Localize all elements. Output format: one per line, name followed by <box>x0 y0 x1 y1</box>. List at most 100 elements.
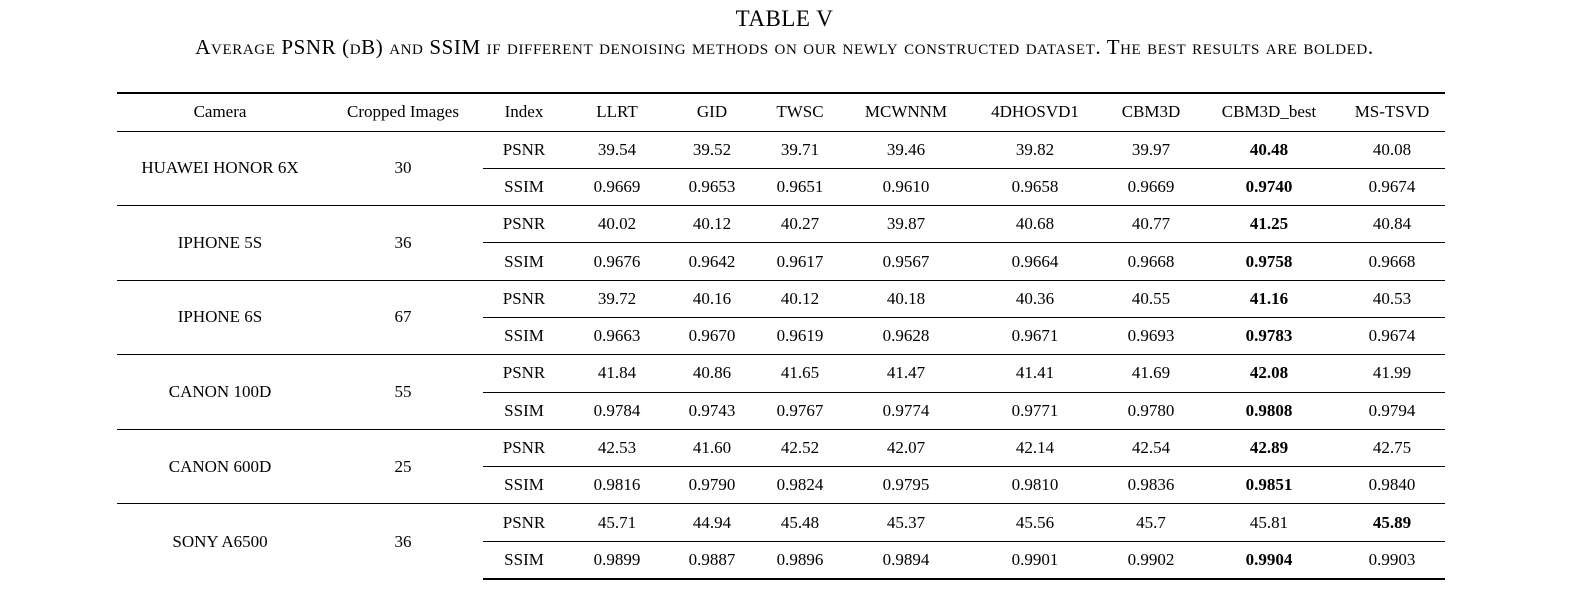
table-row: IPHONE 6S 67 PSNR 39.72 40.16 40.12 40.18 40.36… <box>117 279 1445 355</box>
value-cell: 0.9824 <box>755 466 845 504</box>
header-cropped-images: Cropped Images <box>323 92 483 132</box>
value-cell: 0.9664 <box>967 242 1103 281</box>
value-cell: 41.69 <box>1103 354 1199 393</box>
cropped-images-cell: 36 <box>323 205 483 281</box>
value-cell: 40.68 <box>967 205 1103 243</box>
value-cell: 40.12 <box>669 205 755 243</box>
value-cell: 0.9669 <box>565 167 669 206</box>
value-cell: 42.53 <box>565 428 669 467</box>
value-cell: 0.9894 <box>845 540 967 580</box>
value-cell: 42.54 <box>1103 428 1199 467</box>
value-cell: 45.56 <box>967 503 1103 542</box>
value-cell: 0.9619 <box>755 316 845 355</box>
header-index: Index <box>483 92 565 132</box>
value-cell: 39.72 <box>565 279 669 318</box>
results-table: Camera Cropped Images Index LLRT GID TWS… <box>117 92 1445 580</box>
value-cell: 39.71 <box>755 130 845 169</box>
value-cell: 0.9901 <box>967 540 1103 580</box>
cropped-images-cell: 30 <box>323 130 483 206</box>
table-row: SSIM 0.9676 0.9642 0.9617 0.9567 0.9664 0.9668… <box>117 242 1445 281</box>
value-cell: 0.9617 <box>755 242 845 281</box>
value-cell: 0.9816 <box>565 466 669 504</box>
table-row: SSIM 0.9663 0.9670 0.9619 0.9628 0.9671 0.9693… <box>117 316 1445 355</box>
value-cell: 0.9840 <box>1339 466 1445 504</box>
value-cell: 39.82 <box>967 130 1103 169</box>
table-row: SONY A6500 36 PSNR 45.71 44.94 45.48 45.37 45.5… <box>117 503 1445 579</box>
header-4dhosvd1: 4DHOSVD1 <box>967 92 1103 132</box>
value-cell: 0.9658 <box>967 167 1103 206</box>
index-cell: PSNR <box>483 503 565 542</box>
value-cell: 0.9663 <box>565 316 669 355</box>
value-cell: 0.9693 <box>1103 316 1199 355</box>
value-cell: 42.75 <box>1339 428 1445 467</box>
value-cell: 0.9808 <box>1199 391 1339 430</box>
value-cell: 42.89 <box>1199 428 1339 467</box>
value-cell: 0.9628 <box>845 316 967 355</box>
camera-cell: HUAWEI HONOR 6X <box>117 130 323 206</box>
value-cell: 40.86 <box>669 354 755 393</box>
cropped-images-cell: 36 <box>323 503 483 579</box>
header-twsc: TWSC <box>755 92 845 132</box>
value-cell: 0.9740 <box>1199 167 1339 206</box>
table-row: SSIM 0.9784 0.9743 0.9767 0.9774 0.9771 0.9780… <box>117 391 1445 430</box>
camera-cell: IPHONE 6S <box>117 279 323 355</box>
value-cell: 41.65 <box>755 354 845 393</box>
value-cell: 0.9795 <box>845 466 967 504</box>
cropped-images-cell: 55 <box>323 354 483 430</box>
value-cell: 41.25 <box>1199 205 1339 243</box>
index-cell: SSIM <box>483 316 565 355</box>
value-cell: 45.37 <box>845 503 967 542</box>
value-cell: 41.60 <box>669 428 755 467</box>
table-label: TABLE V <box>735 6 834 31</box>
value-cell: 40.77 <box>1103 205 1199 243</box>
table-row: SSIM 0.9816 0.9790 0.9824 0.9795 0.9810 0.9836… <box>117 466 1445 504</box>
value-cell: 0.9668 <box>1103 242 1199 281</box>
header-ms-tsvd: MS-TSVD <box>1339 92 1445 132</box>
value-cell: 0.9674 <box>1339 167 1445 206</box>
value-cell: 40.12 <box>755 279 845 318</box>
header-gid: GID <box>669 92 755 132</box>
index-cell: PSNR <box>483 279 565 318</box>
index-cell: PSNR <box>483 354 565 393</box>
value-cell: 0.9904 <box>1199 540 1339 580</box>
value-cell: 44.94 <box>669 503 755 542</box>
table-row: CANON 600D 25 PSNR 42.53 41.60 42.52 42.07 42.1… <box>117 428 1445 504</box>
value-cell: 40.18 <box>845 279 967 318</box>
value-cell: 0.9899 <box>565 540 669 580</box>
table-body: HUAWEI HONOR 6X 30 PSNR 39.54 39.52 39.71 39.4… <box>117 130 1445 580</box>
value-cell: 40.08 <box>1339 130 1445 169</box>
value-cell: 41.16 <box>1199 279 1339 318</box>
value-cell: 0.9771 <box>967 391 1103 430</box>
camera-cell: CANON 100D <box>117 354 323 430</box>
value-cell: 40.02 <box>565 205 669 243</box>
value-cell: 45.81 <box>1199 503 1339 542</box>
value-cell: 39.52 <box>669 130 755 169</box>
value-cell: 39.54 <box>565 130 669 169</box>
value-cell: 0.9902 <box>1103 540 1199 580</box>
value-cell: 40.16 <box>669 279 755 318</box>
value-cell: 41.41 <box>967 354 1103 393</box>
value-cell: 0.9676 <box>565 242 669 281</box>
cropped-images-cell: 67 <box>323 279 483 355</box>
index-cell: SSIM <box>483 466 565 504</box>
value-cell: 40.27 <box>755 205 845 243</box>
table-row: IPHONE 5S 36 PSNR 40.02 40.12 40.27 39.87 40.68… <box>117 205 1445 281</box>
value-cell: 42.14 <box>967 428 1103 467</box>
header-cbm3d: CBM3D <box>1103 92 1199 132</box>
camera-cell: CANON 600D <box>117 428 323 504</box>
index-cell: SSIM <box>483 391 565 430</box>
table-row: SSIM 0.9899 0.9887 0.9896 0.9894 0.9901 0.9902… <box>117 540 1445 580</box>
index-cell: PSNR <box>483 428 565 467</box>
value-cell: 0.9567 <box>845 242 967 281</box>
value-cell: 0.9669 <box>1103 167 1199 206</box>
value-cell: 0.9668 <box>1339 242 1445 281</box>
value-cell: 0.9790 <box>669 466 755 504</box>
camera-cell: IPHONE 5S <box>117 205 323 281</box>
value-cell: 0.9670 <box>669 316 755 355</box>
header-camera: Camera <box>117 92 323 132</box>
index-cell: PSNR <box>483 130 565 169</box>
value-cell: 0.9774 <box>845 391 967 430</box>
index-cell: PSNR <box>483 205 565 243</box>
value-cell: 41.99 <box>1339 354 1445 393</box>
value-cell: 0.9783 <box>1199 316 1339 355</box>
